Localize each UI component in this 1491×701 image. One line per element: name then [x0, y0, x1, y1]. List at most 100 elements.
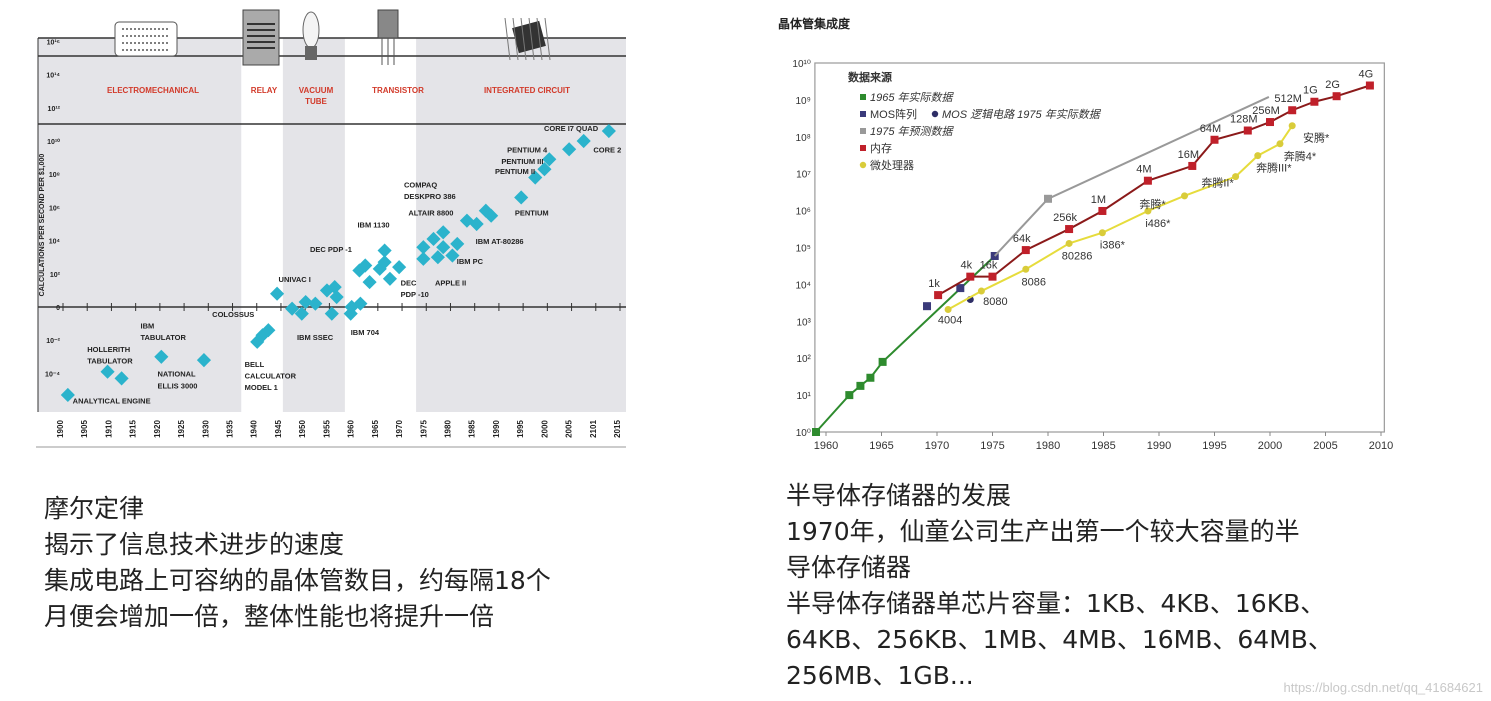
point-label: 4G	[1359, 69, 1374, 81]
y-axis-label: CALCULATIONS PER SECOND PER $1,000	[39, 154, 46, 297]
point-annotation: PENTIUM II	[495, 167, 535, 176]
x-tick-label: 1980	[443, 420, 452, 438]
y-tick-label: 10⁴	[795, 280, 810, 291]
y-tick-label: 10⁰	[796, 428, 811, 439]
text-line: 导体存储器	[786, 553, 912, 582]
punch-card-icon	[114, 21, 178, 57]
data-point	[514, 190, 529, 205]
y-tick-label: 10⁶	[49, 205, 60, 212]
x-tick-label: 1970	[395, 420, 404, 438]
data-point	[382, 271, 398, 286]
y-tick-label: 10⁶	[796, 207, 811, 218]
moores-law-text: 摩尔定律 揭示了信息技术进步的速度 集成电路上可容纳的晶体管数目，约每隔18个 …	[44, 491, 551, 635]
x-tick-label: 1910	[104, 420, 113, 438]
x-tick-label: 1990	[492, 420, 501, 438]
x-tick-label: 1900	[56, 420, 65, 438]
data-point	[601, 123, 616, 139]
point-annotation: HOLLERITH	[87, 345, 130, 354]
point-annotation: TABULATOR	[87, 356, 133, 365]
series-marker	[1065, 239, 1073, 247]
point-annotation: DEC	[401, 278, 417, 287]
x-tick-label: 2000	[540, 420, 549, 438]
data-point	[562, 142, 577, 157]
point-label: i386*	[1100, 240, 1126, 252]
series-marker	[1288, 106, 1297, 115]
x-tick-label: 2005	[1313, 440, 1337, 452]
data-point	[294, 306, 309, 321]
point-label: 128M	[1230, 114, 1258, 126]
series-marker	[1310, 97, 1319, 106]
vacuum-tube-base	[305, 46, 317, 60]
x-tick-label: 2010	[1369, 440, 1393, 452]
data-point	[377, 255, 392, 270]
point-annotation: ELLIS 3000	[157, 381, 197, 390]
point-label: 1M	[1091, 194, 1106, 206]
era-label: RELAY	[251, 86, 278, 95]
legend-label: MOS 逻辑电路 1975 年实际数据	[942, 108, 1102, 121]
y-tick-label: 10⁴	[49, 239, 61, 246]
era-band	[344, 38, 417, 412]
x-tick-label: 1930	[201, 420, 210, 438]
point-annotation: TABULATOR	[140, 333, 186, 342]
data-point	[542, 152, 557, 167]
point-label: 安腾*	[1303, 131, 1330, 145]
chip-pin	[504, 17, 511, 61]
series-line	[815, 255, 996, 433]
legend-label: MOS阵列	[870, 107, 917, 121]
series-marker	[1288, 122, 1296, 130]
integrated-circuit-icon	[512, 20, 546, 54]
text-line: 64KB、256KB、1MB、4MB、16MB、64MB、	[786, 625, 1333, 654]
point-annotation: IBM PC	[457, 257, 484, 266]
y-tick-label: 10²	[50, 272, 61, 279]
y-tick-label: 10¹⁰	[47, 138, 60, 146]
x-tick-label: 1950	[298, 420, 307, 438]
series-marker	[1143, 176, 1152, 185]
data-point	[358, 258, 373, 273]
x-tick-label: 1980	[1036, 440, 1060, 452]
point-label: 4004	[938, 314, 962, 326]
data-point	[308, 296, 323, 311]
series-marker	[1144, 207, 1152, 215]
series-marker	[1276, 140, 1284, 148]
series-marker	[1365, 81, 1374, 90]
chip-pin	[528, 17, 535, 61]
point-annotation: APPLE II	[435, 278, 466, 287]
data-point	[450, 236, 465, 251]
series-marker	[944, 305, 952, 313]
point-annotation: PENTIUM	[515, 209, 549, 218]
y-tick-label: 10⁹	[795, 96, 810, 107]
x-tick-label: 1985	[1091, 440, 1115, 452]
point-label: 4k	[960, 260, 972, 272]
x-tick-label: 1960	[814, 440, 838, 452]
data-point	[196, 353, 212, 368]
era-label: VACUUM	[299, 86, 334, 95]
series-marker	[1266, 118, 1274, 127]
text-line: 1970年，仙童公司生产出第一个较大容量的半	[786, 517, 1300, 546]
point-annotation: BELL	[245, 360, 265, 369]
y-tick-label: 10¹⁶	[47, 39, 60, 46]
point-label: 8080	[983, 296, 1007, 308]
point-annotation: DEC PDP -1	[310, 245, 352, 254]
data-point	[576, 133, 591, 149]
legend-marker	[860, 94, 866, 100]
x-tick-label: 1995	[1202, 440, 1226, 452]
era-label: INTEGRATED CIRCUIT	[484, 86, 570, 95]
y-tick-label: 10¹²	[48, 106, 61, 113]
series-marker	[866, 373, 875, 382]
point-annotation: CORE 2	[593, 146, 621, 155]
y-tick-label: 10⁸	[49, 172, 60, 179]
plot-background	[38, 38, 626, 412]
series-marker	[1065, 225, 1074, 234]
data-point	[100, 364, 115, 379]
point-label: 256k	[1053, 212, 1077, 224]
series-marker	[1232, 173, 1240, 181]
point-label: 奔腾II*	[1201, 176, 1234, 190]
point-annotation: MODEL 1	[245, 383, 278, 392]
data-point	[436, 225, 451, 240]
series-marker	[1332, 92, 1341, 101]
data-point	[261, 323, 276, 338]
legend-marker	[859, 161, 867, 169]
series-marker	[1254, 152, 1262, 160]
x-tick-label: 1975	[980, 440, 1004, 452]
x-tick-label: 1935	[226, 420, 235, 438]
